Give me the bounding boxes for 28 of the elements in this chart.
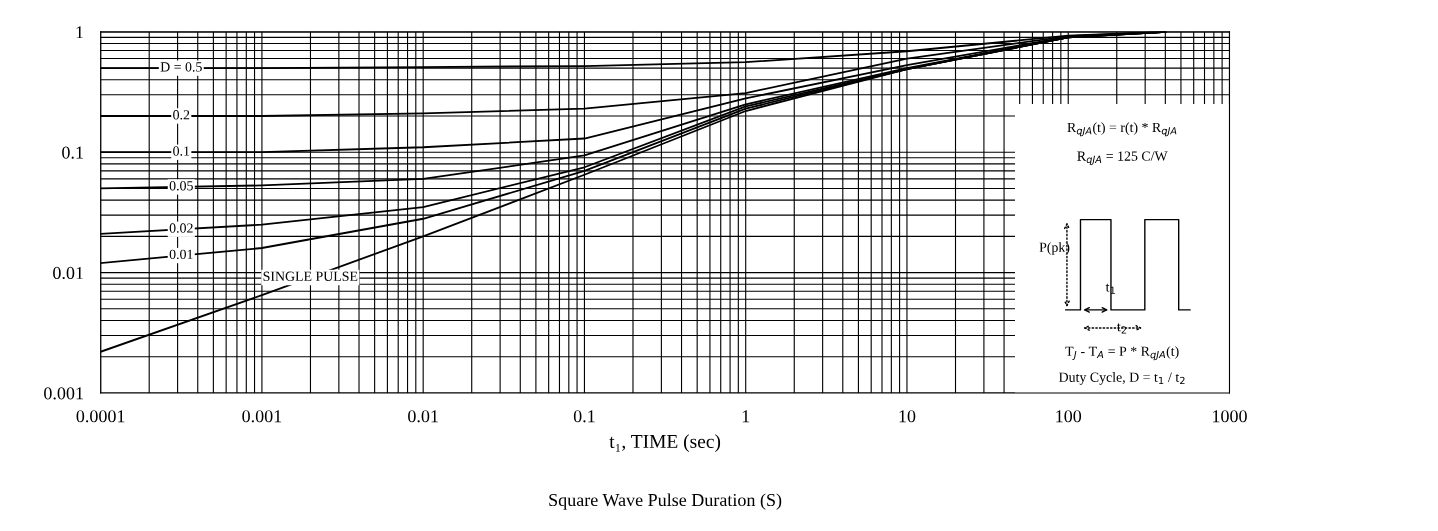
x-tick-label: 1000: [1213, 410, 1247, 423]
series-label: 0.1: [173, 146, 190, 156]
x-axis-title: t₁, TIME (sec): [609, 434, 721, 452]
series-label: 0.05: [169, 181, 193, 191]
x-tick-label: 0.0001: [76, 410, 125, 423]
annotation: t$_{1}$: [1105, 283, 1115, 294]
x-tick-label: 10: [899, 410, 916, 423]
x-tick-label: 1: [742, 410, 750, 423]
x-tick-label: 100: [1056, 410, 1082, 423]
annotation: R$_{qJA}$ = 125 C/W: [1077, 151, 1168, 165]
annotation: Duty Cycle, D = t$_{1}$ / t$_{2}$: [1058, 372, 1185, 385]
series-label: D = 0.5: [160, 62, 202, 72]
annotation: t$_{2}$: [1117, 323, 1127, 334]
annotation: P(pk): [1039, 242, 1070, 255]
y-tick-label: 0.001: [44, 387, 83, 400]
y-tick-label: 0.01: [53, 266, 83, 280]
annotation: T$_{J}$ - T$_{A}$ = P * R$_{qJA}$(t): [1065, 346, 1179, 361]
series-label: 0.02: [169, 223, 193, 233]
y-tick-label: 0.1: [62, 146, 83, 159]
x-tick-label: 0.001: [242, 410, 282, 423]
text: Square Wave Pulse Duration (S): [549, 493, 782, 510]
y-tick-label: 1: [76, 26, 83, 39]
x-tick-label: 0.1: [573, 410, 595, 423]
series-label: 0.01: [169, 249, 193, 260]
series-label: 0.2: [173, 110, 190, 120]
x-tick-label: 0.01: [408, 410, 438, 423]
annotation: R$_{qJA}$(t) = r(t) * R$_{qJA}$: [1067, 122, 1177, 137]
series-label: SINGLE PULSE: [263, 271, 358, 281]
